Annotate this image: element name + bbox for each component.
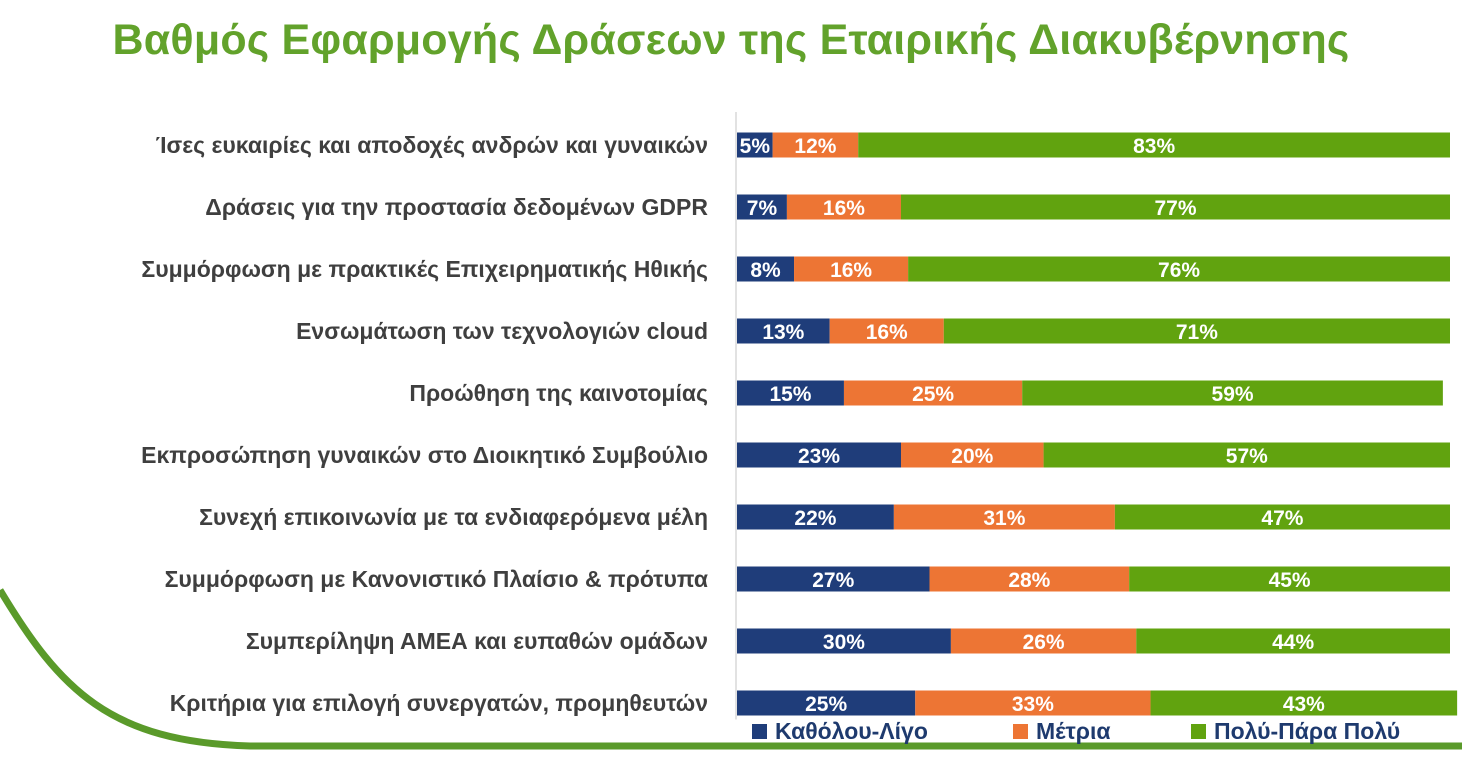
- bar-segment-low: [737, 442, 901, 468]
- data-label: 77%: [1154, 197, 1196, 220]
- chart-legend: Καθόλου-Λίγο Μέτρια Πολύ-Πάρα Πολύ: [752, 718, 1400, 744]
- legend-label: Μέτρια: [1036, 718, 1111, 744]
- data-label: 28%: [1008, 569, 1050, 592]
- category-label: Εκπροσώπηση γυναικών στο Διοικητικό Συμβ…: [141, 442, 708, 468]
- bar-segment-low: [737, 380, 844, 406]
- bar-row: Ίσες ευκαιρίες και αποδοχές ανδρών και γ…: [156, 132, 1450, 158]
- data-label: 76%: [1158, 259, 1200, 282]
- category-label: Ίσες ευκαιρίες και αποδοχές ανδρών και γ…: [156, 132, 708, 158]
- category-label: Συμμόρφωση με Κανονιστικό Πλαίσιο & πρότ…: [165, 566, 708, 592]
- data-label: 5%: [740, 135, 771, 158]
- data-label: 7%: [747, 197, 778, 220]
- data-label: 20%: [951, 445, 993, 468]
- data-label: 47%: [1261, 507, 1303, 530]
- legend-swatch: [752, 724, 767, 739]
- data-label: 25%: [805, 693, 847, 716]
- bar-row: Εκπροσώπηση γυναικών στο Διοικητικό Συμβ…: [141, 442, 1450, 468]
- data-label: 12%: [794, 135, 836, 158]
- data-label: 31%: [983, 507, 1025, 530]
- bar-segment-high: [900, 194, 1450, 220]
- bar-segment-low: [737, 318, 830, 344]
- bar-segment-low: [737, 628, 951, 654]
- bar-segment-medium: [794, 256, 909, 282]
- data-label: 59%: [1212, 383, 1254, 406]
- data-label: 83%: [1133, 135, 1175, 158]
- bar-segment-medium: [772, 132, 859, 158]
- bar-segment-high: [1114, 504, 1450, 530]
- data-label: 26%: [1023, 631, 1065, 654]
- bar-segment-medium: [950, 628, 1137, 654]
- bar-segment-medium: [829, 318, 944, 344]
- data-label: 25%: [912, 383, 954, 406]
- legend-swatch: [1013, 724, 1028, 739]
- legend-item: Καθόλου-Λίγο: [752, 718, 928, 744]
- legend-label: Καθόλου-Λίγο: [775, 718, 928, 744]
- data-label: 45%: [1269, 569, 1311, 592]
- bar-row: Συνεχή επικοινωνία με τα ενδιαφερόμενα μ…: [199, 504, 1450, 530]
- bar-row: Δράσεις για την προστασία δεδομένων GDPR…: [205, 194, 1450, 220]
- bar-segment-high: [1129, 566, 1450, 592]
- bar-segment-high: [908, 256, 1450, 282]
- data-label: 16%: [823, 197, 865, 220]
- legend-swatch: [1191, 724, 1206, 739]
- bar-segment-low: [737, 690, 916, 716]
- bar-row: Προώθηση της καινοτομίας 15% 25% 59%: [409, 380, 1443, 406]
- bar-row: Κριτήρια για επιλογή συνεργατών, προμηθε…: [170, 690, 1458, 716]
- legend-label: Πολύ-Πάρα Πολύ: [1214, 718, 1400, 744]
- data-label: 23%: [798, 445, 840, 468]
- data-label: 44%: [1272, 631, 1314, 654]
- category-label: Συμπερίληψη ΑΜΕΑ και ευπαθών ομάδων: [246, 628, 708, 654]
- bar-segment-high: [1136, 628, 1450, 654]
- data-label: 22%: [794, 507, 836, 530]
- category-label: Συμμόρφωση με πρακτικές Επιχειρηματικής …: [141, 256, 708, 282]
- data-label: 8%: [750, 259, 781, 282]
- bar-row: Ενσωμάτωση των τεχνολογιών cloud 13% 16% 71…: [296, 318, 1450, 344]
- bar-segment-medium: [915, 690, 1151, 716]
- category-label: Κριτήρια για επιλογή συνεργατών, προμηθε…: [170, 690, 708, 716]
- category-label: Συνεχή επικοινωνία με τα ενδιαφερόμενα μ…: [199, 504, 708, 530]
- bar-segment-high: [1022, 380, 1443, 406]
- data-label: 71%: [1176, 321, 1218, 344]
- bar-row: Συμμόρφωση με Κανονιστικό Πλαίσιο & πρότ…: [165, 566, 1450, 592]
- bar-row: Συμπερίληψη ΑΜΕΑ και ευπαθών ομάδων 30% 26…: [246, 628, 1450, 654]
- chart-rows: Ίσες ευκαιρίες και αποδοχές ανδρών και γ…: [141, 132, 1458, 716]
- bar-segment-medium: [929, 566, 1130, 592]
- data-label: 43%: [1283, 693, 1325, 716]
- bar-segment-low: [737, 504, 894, 530]
- bar-segment-high: [943, 318, 1450, 344]
- legend-item: Πολύ-Πάρα Πολύ: [1191, 718, 1400, 744]
- bar-segment-low: [737, 194, 787, 220]
- data-label: 33%: [1012, 693, 1054, 716]
- data-label: 16%: [830, 259, 872, 282]
- bar-segment-low: [737, 566, 930, 592]
- data-label: 57%: [1226, 445, 1268, 468]
- chart-title: Βαθμός Εφαρμογής Δράσεων της Εταιρικής Δ…: [112, 16, 1350, 64]
- bar-segment-low: [737, 256, 795, 282]
- legend-item: Μέτρια: [1013, 718, 1111, 744]
- data-label: 30%: [823, 631, 865, 654]
- bar-segment-high: [1043, 442, 1450, 468]
- bar-segment-high: [1150, 690, 1458, 716]
- data-label: 13%: [762, 321, 804, 344]
- decorative-swoosh: [0, 588, 1462, 750]
- bar-segment-medium: [843, 380, 1023, 406]
- category-label: Δράσεις για την προστασία δεδομένων GDPR: [205, 194, 708, 220]
- bar-segment-high: [858, 132, 1450, 158]
- bar-row: Συμμόρφωση με πρακτικές Επιχειρηματικής …: [141, 256, 1450, 282]
- bar-segment-medium: [893, 504, 1115, 530]
- bar-segment-medium: [786, 194, 901, 220]
- data-label: 16%: [866, 321, 908, 344]
- bar-segment-medium: [900, 442, 1044, 468]
- bar-segment-low: [737, 132, 773, 158]
- data-label: 27%: [812, 569, 854, 592]
- category-label: Προώθηση της καινοτομίας: [409, 380, 708, 406]
- category-label: Ενσωμάτωση των τεχνολογιών cloud: [296, 318, 708, 344]
- data-label: 15%: [769, 383, 811, 406]
